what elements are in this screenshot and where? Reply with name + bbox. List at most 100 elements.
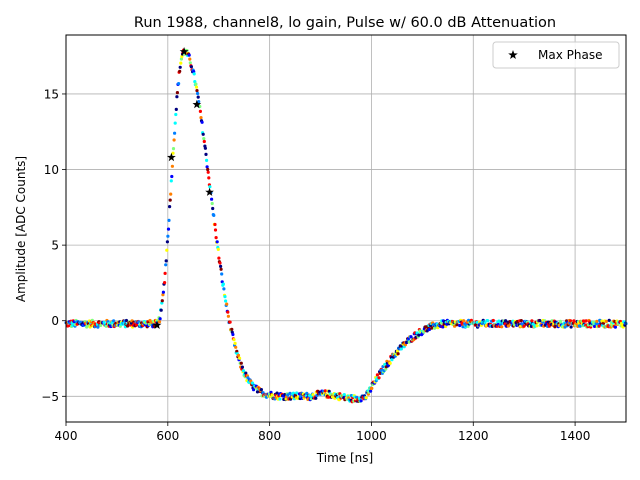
data-point	[196, 95, 200, 99]
data-point	[427, 327, 431, 332]
data-point	[168, 198, 172, 202]
data-point	[187, 53, 191, 57]
data-point	[399, 347, 403, 351]
data-point	[158, 317, 162, 321]
y-tick-label: 0	[51, 314, 59, 328]
data-point	[194, 82, 198, 86]
data-points	[64, 48, 628, 404]
data-point	[595, 319, 599, 323]
data-point	[202, 139, 206, 144]
data-point	[255, 390, 260, 394]
data-point	[135, 323, 139, 327]
data-point	[388, 361, 392, 365]
data-point	[342, 393, 346, 397]
data-point	[491, 318, 495, 323]
data-point	[286, 393, 290, 397]
data-point	[173, 121, 177, 125]
data-point	[370, 386, 374, 390]
data-point	[323, 389, 327, 393]
data-point	[238, 356, 242, 360]
data-point	[506, 324, 510, 328]
data-point	[168, 205, 172, 209]
max-phase-series	[152, 47, 214, 329]
data-point	[211, 206, 215, 211]
data-point	[220, 272, 224, 276]
data-point	[202, 137, 206, 141]
data-point	[569, 319, 573, 323]
max-phase-star	[192, 99, 202, 109]
data-point	[203, 146, 207, 150]
legend-box	[492, 41, 620, 69]
data-point	[221, 282, 225, 286]
data-point	[597, 324, 601, 328]
data-point	[613, 325, 618, 329]
data-point	[175, 95, 179, 99]
data-point	[205, 158, 209, 162]
data-point	[535, 324, 539, 328]
data-point	[240, 365, 244, 369]
data-point	[160, 299, 164, 303]
data-point	[395, 349, 400, 353]
data-point	[604, 319, 609, 323]
y-tick-label: −5	[41, 390, 59, 404]
data-point	[295, 391, 299, 395]
data-point	[165, 240, 169, 244]
data-point	[235, 349, 239, 353]
data-point	[236, 353, 241, 357]
data-point	[171, 151, 175, 155]
data-point	[466, 324, 470, 328]
data-point	[157, 320, 162, 324]
data-point	[288, 391, 292, 395]
data-point	[124, 318, 129, 323]
x-tick-label: 600	[156, 429, 179, 443]
data-point	[462, 319, 466, 323]
data-point	[314, 396, 318, 400]
data-point	[173, 131, 177, 135]
data-point	[206, 170, 210, 174]
data-point	[222, 287, 226, 291]
data-point	[569, 325, 573, 329]
data-point	[213, 228, 218, 232]
grid-lines	[65, 35, 626, 422]
data-point	[219, 267, 223, 271]
chart-title: Run 1988, channel8, lo gain, Pulse w/ 60…	[134, 15, 556, 31]
data-point	[204, 152, 208, 156]
data-point	[530, 319, 534, 323]
data-point	[175, 91, 179, 95]
data-point	[239, 361, 243, 365]
max-phase-star	[152, 320, 162, 329]
data-point	[179, 61, 183, 65]
data-point	[171, 147, 176, 151]
data-point	[278, 397, 282, 401]
data-point	[241, 369, 246, 373]
data-point	[214, 236, 218, 240]
data-point	[164, 263, 168, 267]
data-point	[291, 391, 295, 395]
data-point	[578, 324, 582, 328]
data-point	[228, 320, 232, 324]
legend-label: Max Phase	[538, 48, 602, 62]
data-point	[607, 318, 611, 322]
data-point	[200, 120, 204, 124]
data-point	[199, 116, 203, 120]
x-axis-label: Time [ns]	[316, 451, 373, 465]
data-point	[188, 57, 192, 61]
data-point	[208, 185, 212, 189]
data-point	[458, 323, 462, 328]
data-point	[219, 264, 223, 268]
data-point	[377, 376, 381, 380]
data-point	[178, 65, 182, 69]
data-point	[198, 109, 202, 113]
data-point	[159, 308, 163, 312]
data-point	[231, 332, 235, 337]
x-tick-label: 1400	[560, 429, 591, 443]
data-point	[170, 164, 174, 168]
data-point	[230, 327, 234, 331]
x-tick-label: 400	[55, 429, 78, 443]
data-point	[409, 335, 413, 339]
data-point	[224, 299, 228, 303]
data-point	[217, 256, 221, 260]
data-point	[169, 179, 173, 183]
data-point	[250, 381, 255, 385]
data-point	[212, 213, 216, 217]
